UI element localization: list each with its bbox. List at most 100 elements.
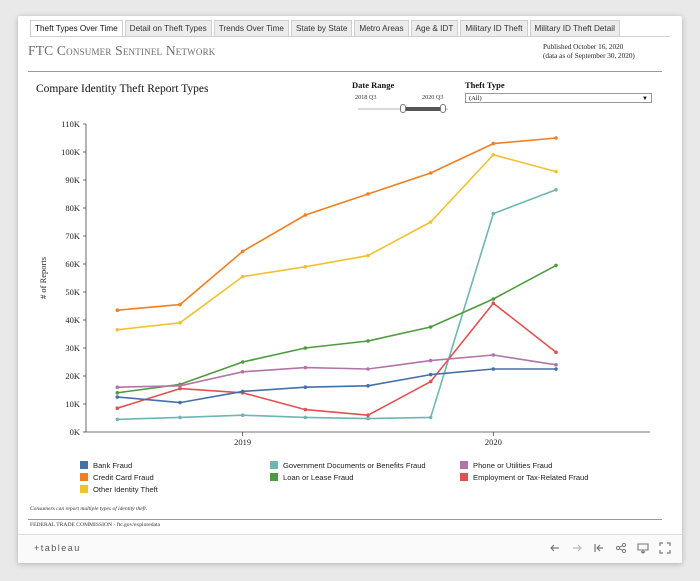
series-line-bank-fraud xyxy=(117,368,556,404)
tab-divider xyxy=(30,36,670,37)
download-icon[interactable] xyxy=(636,541,650,555)
legend-swatch xyxy=(80,473,88,481)
fullscreen-icon[interactable] xyxy=(658,541,672,555)
dropdown-arrow-icon: ▼ xyxy=(642,96,648,102)
data-point-bank-fraud xyxy=(554,367,558,371)
redo-icon[interactable] xyxy=(570,541,584,555)
x-tick-label: 2019 xyxy=(234,437,251,447)
revert-icon[interactable] xyxy=(592,541,606,555)
data-point-credit-card-fraud xyxy=(428,171,433,175)
theft-type-value: (All) xyxy=(469,95,482,102)
legend-item[interactable]: Loan or Lease Fraud xyxy=(270,473,354,482)
date-range-slider[interactable] xyxy=(358,104,448,114)
y-tick-label: 90K xyxy=(65,175,81,185)
y-tick-label: 60K xyxy=(65,259,81,269)
data-point-government-documents-or-benefits-fraud xyxy=(303,415,308,420)
legend-label: Employment or Tax-Related Fraud xyxy=(473,473,589,482)
header-divider xyxy=(28,71,662,72)
slider-selected-range xyxy=(404,107,444,111)
series-line-employment-or-tax-related-fraud xyxy=(117,302,557,417)
y-tick-label: 20K xyxy=(65,371,81,381)
data-point-employment-or-tax-related-fraud xyxy=(554,350,558,355)
dashboard-frame: Theft Types Over Time Detail on Theft Typ… xyxy=(18,16,682,563)
y-tick-label: 40K xyxy=(65,315,81,325)
data-point-bank-fraud xyxy=(240,389,245,394)
brand-text-2: onsumer xyxy=(66,43,112,58)
slider-end-handle[interactable] xyxy=(440,104,446,113)
footnote: Consumers can report multiple types of i… xyxy=(30,506,148,512)
data-point-other-identity-theft xyxy=(366,253,370,258)
data-point-government-documents-or-benefits-fraud xyxy=(240,413,245,418)
y-tick-label: 10K xyxy=(65,399,81,409)
data-point-loan-or-lease-fraud xyxy=(115,391,120,395)
x-tick-label: 2020 xyxy=(485,437,502,447)
data-point-loan-or-lease-fraud xyxy=(428,325,433,329)
data-point-bank-fraud xyxy=(115,395,120,399)
y-tick-label: 100K xyxy=(61,147,81,157)
legend-label: Government Documents or Benefits Fraud xyxy=(283,461,426,470)
data-point-employment-or-tax-related-fraud xyxy=(491,301,496,306)
data-point-loan-or-lease-fraud xyxy=(240,360,245,364)
data-point-loan-or-lease-fraud xyxy=(491,297,496,301)
data-point-other-identity-theft xyxy=(178,321,182,325)
legend-swatch xyxy=(80,485,88,493)
y-tick-label: 70K xyxy=(65,231,81,241)
legend-item[interactable]: Employment or Tax-Related Fraud xyxy=(460,473,589,482)
date-range-label: Date Range xyxy=(352,80,395,90)
data-point-credit-card-fraud xyxy=(491,141,496,146)
date-range-start: 2018 Q3 xyxy=(355,94,377,101)
data-point-loan-or-lease-fraud xyxy=(554,263,558,268)
data-point-government-documents-or-benefits-fraud xyxy=(178,415,182,420)
data-point-phone-or-utilities-fraud xyxy=(115,385,120,390)
undo-icon[interactable] xyxy=(548,541,562,555)
toolbar-icons xyxy=(548,541,672,555)
data-point-bank-fraud xyxy=(428,372,433,377)
data-point-phone-or-utilities-fraud xyxy=(178,384,182,388)
tableau-logo[interactable]: +tableau xyxy=(34,543,81,553)
legend-label: Loan or Lease Fraud xyxy=(283,473,354,482)
chart-legend: Bank Fraud Government Documents or Benefi… xyxy=(80,461,640,501)
legend-item[interactable]: Credit Card Fraud xyxy=(80,473,154,482)
data-point-bank-fraud xyxy=(178,400,182,405)
data-point-bank-fraud xyxy=(366,384,370,388)
brand-text-5: N xyxy=(162,43,176,58)
data-point-credit-card-fraud xyxy=(240,249,245,254)
series-line-government-documents-or-benefits-fraud xyxy=(117,189,557,421)
brand-text-3: S xyxy=(111,43,123,58)
data-point-bank-fraud xyxy=(303,385,308,390)
legend-swatch xyxy=(460,461,468,469)
legend-item[interactable]: Bank Fraud xyxy=(80,461,132,470)
data-point-phone-or-utilities-fraud xyxy=(491,353,496,357)
line-chart: 0K 10K 20K 30K 40K 50K 60K 70K 80K 90K 100K 110K 201… xyxy=(38,119,650,447)
slider-start-handle[interactable] xyxy=(400,104,406,113)
legend-item[interactable]: Phone or Utilities Fraud xyxy=(460,461,552,470)
data-point-loan-or-lease-fraud xyxy=(366,339,370,343)
data-point-phone-or-utilities-fraud xyxy=(366,367,370,371)
y-axis-title: # of Reports xyxy=(38,257,48,299)
data-point-government-documents-or-benefits-fraud xyxy=(366,416,370,421)
date-range-end: 2020 Q3 xyxy=(422,94,444,101)
data-point-employment-or-tax-related-fraud xyxy=(115,406,120,411)
site-brand: FTC Consumer Sentinel Network xyxy=(28,43,215,59)
brand-text-4: entinel xyxy=(122,43,163,58)
legend-item[interactable]: Government Documents or Benefits Fraud xyxy=(270,461,426,470)
data-point-government-documents-or-benefits-fraud xyxy=(554,188,558,192)
data-point-phone-or-utilities-fraud xyxy=(303,365,308,370)
legend-swatch xyxy=(460,473,468,481)
data-point-phone-or-utilities-fraud xyxy=(554,363,558,367)
legend-swatch xyxy=(270,473,278,481)
data-point-government-documents-or-benefits-fraud xyxy=(115,417,120,422)
data-point-government-documents-or-benefits-fraud xyxy=(428,415,433,420)
data-point-credit-card-fraud xyxy=(178,302,182,307)
legend-label: Phone or Utilities Fraud xyxy=(473,461,553,470)
published-date: Published October 16, 2020 xyxy=(543,43,624,51)
share-icon[interactable] xyxy=(614,541,628,555)
data-point-government-documents-or-benefits-fraud xyxy=(491,211,496,216)
series-line-phone-or-utilities-fraud xyxy=(117,354,557,388)
y-tick-label: 80K xyxy=(65,203,81,213)
data-point-credit-card-fraud xyxy=(115,308,120,313)
legend-label: Other Identity Theft xyxy=(93,485,158,494)
data-point-loan-or-lease-fraud xyxy=(303,346,308,350)
theft-type-dropdown[interactable]: (All) ▼ xyxy=(465,93,652,103)
legend-item[interactable]: Other Identity Theft xyxy=(80,485,158,494)
